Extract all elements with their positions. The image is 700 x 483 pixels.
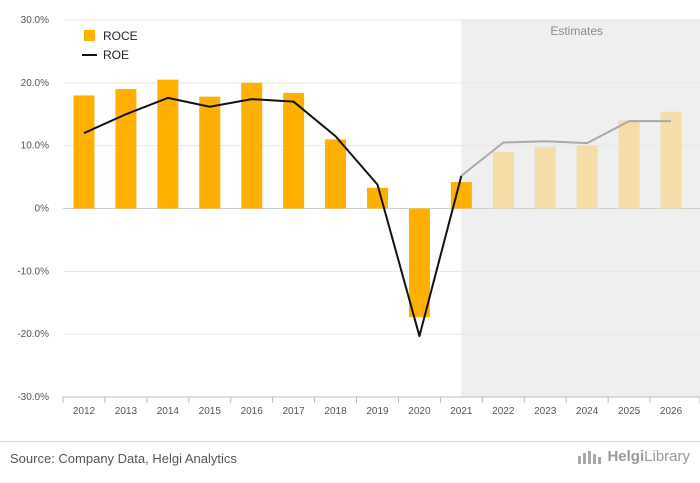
x-tick-label: 2018 xyxy=(324,406,347,417)
y-tick-label: 20.0% xyxy=(21,78,49,89)
legend: ROCE ROE xyxy=(82,29,138,62)
y-tick-label: 30.0% xyxy=(21,15,49,26)
x-tick-label: 2020 xyxy=(408,406,431,417)
y-axis: 30.0% 20.0% 10.0% 0% -10.0% -20.0% -30.0% xyxy=(17,15,49,403)
x-tick-label: 2016 xyxy=(241,406,264,417)
roce-bar xyxy=(157,79,179,209)
roce-bar xyxy=(241,82,263,209)
legend-roe-label: ROE xyxy=(103,48,129,62)
brand-name-light: Library xyxy=(644,447,690,465)
roce-bar xyxy=(576,145,598,209)
x-tick-label: 2026 xyxy=(660,406,683,417)
roe-line-estimate xyxy=(460,120,672,177)
brand-name-bold: Helgi xyxy=(607,447,645,465)
x-tick-label: 2024 xyxy=(576,406,599,417)
x-tick-label: 2023 xyxy=(534,406,557,417)
source-note: Source: Company Data, Helgi Analytics xyxy=(10,451,237,466)
roe-line xyxy=(83,96,672,338)
roce-bars xyxy=(73,79,682,318)
x-tick-label: 2012 xyxy=(73,406,96,417)
roce-bar xyxy=(618,120,640,209)
roce-bar xyxy=(73,95,95,209)
roce-bar xyxy=(450,182,472,209)
x-tick-label: 2014 xyxy=(157,406,180,417)
roce-bar xyxy=(534,146,556,209)
legend-roce-swatch xyxy=(84,30,95,41)
footer-divider xyxy=(0,441,700,442)
x-tick-label: 2025 xyxy=(618,406,641,417)
roce-bar xyxy=(283,92,305,209)
x-tick-label: 2021 xyxy=(450,406,473,417)
x-tick-label: 2013 xyxy=(115,406,138,417)
roce-bar xyxy=(408,208,430,318)
y-tick-label: -20.0% xyxy=(17,329,49,340)
legend-roce-label: ROCE xyxy=(103,29,138,43)
roce-bar xyxy=(367,187,388,209)
y-tick-label: -30.0% xyxy=(17,392,49,403)
estimates-label: Estimates xyxy=(550,24,603,38)
x-tick-label: 2015 xyxy=(199,406,222,417)
roce-bar xyxy=(115,89,137,209)
x-axis: 2012 2013 2014 2015 2016 2017 2018 2019 2020 2021… xyxy=(62,396,700,417)
y-tick-label: 0% xyxy=(35,204,50,215)
roce-bar xyxy=(492,151,514,209)
roe-line-actual xyxy=(83,96,463,338)
x-tick-label: 2017 xyxy=(283,406,306,417)
roce-bar xyxy=(325,139,347,209)
y-tick-label: -10.0% xyxy=(17,266,49,277)
roce-bar xyxy=(199,96,221,209)
library-icon xyxy=(578,451,602,464)
brand-logo: Helgi Library xyxy=(577,447,690,465)
x-tick-label: 2019 xyxy=(366,406,389,417)
y-tick-label: 10.0% xyxy=(21,141,49,152)
x-tick-label: 2022 xyxy=(492,406,515,417)
chart-svg: 30.0% 20.0% 10.0% 0% -10.0% -20.0% -30.0% Esti… xyxy=(17,15,700,417)
roce-bar xyxy=(660,111,682,209)
